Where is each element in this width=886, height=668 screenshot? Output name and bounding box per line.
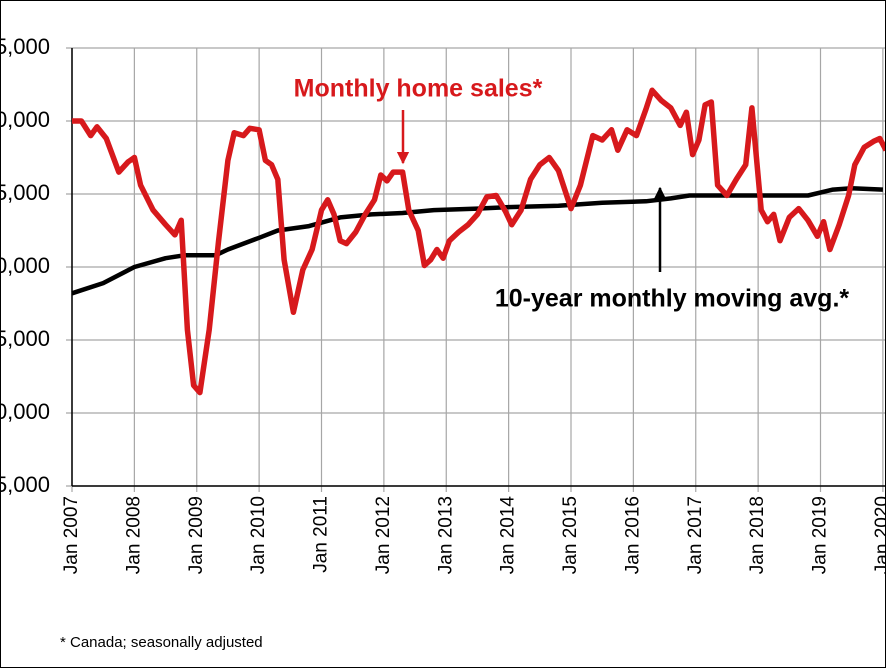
x-tick-label: Jan 2010 bbox=[248, 496, 269, 574]
x-tick-label: Jan 2012 bbox=[373, 496, 394, 574]
y-tick-label: 40,000 bbox=[0, 253, 50, 278]
x-tick-label: Jan 2020 bbox=[872, 496, 886, 574]
annotation: Monthly home sales* bbox=[294, 75, 543, 103]
x-tick-label: Jan 2009 bbox=[186, 496, 207, 574]
x-tick-label: Jan 2017 bbox=[685, 496, 706, 574]
grid bbox=[66, 47, 886, 492]
y-tick-label: 30,000 bbox=[0, 399, 50, 424]
x-tick-label: Jan 2008 bbox=[123, 496, 144, 574]
x-tick-label: Jan 2016 bbox=[622, 496, 643, 574]
y-tick-label: 45,000 bbox=[0, 180, 50, 205]
x-tick-label: Jan 2007 bbox=[61, 496, 82, 574]
plot-area bbox=[71, 87, 886, 396]
series-line bbox=[71, 185, 884, 296]
x-tick-label: Jan 2011 bbox=[311, 496, 332, 573]
y-tick-label: 25,000 bbox=[0, 472, 50, 497]
series-line bbox=[72, 87, 886, 396]
x-tick-label: Jan 2018 bbox=[747, 496, 768, 574]
y-tick-label: 35,000 bbox=[0, 326, 50, 351]
x-tick-label: Jan 2013 bbox=[435, 496, 456, 574]
x-tick-label: Jan 2015 bbox=[560, 496, 581, 574]
y-tick-label: 55,000 bbox=[0, 34, 50, 59]
annotation: 10-year monthly moving avg.* bbox=[495, 285, 850, 313]
y-tick-label: 50,000 bbox=[0, 107, 50, 132]
x-tick-label: Jan 2014 bbox=[498, 496, 519, 575]
x-tick-label: Jan 2019 bbox=[810, 496, 831, 574]
footnote: * Canada; seasonally adjusted bbox=[60, 634, 263, 651]
